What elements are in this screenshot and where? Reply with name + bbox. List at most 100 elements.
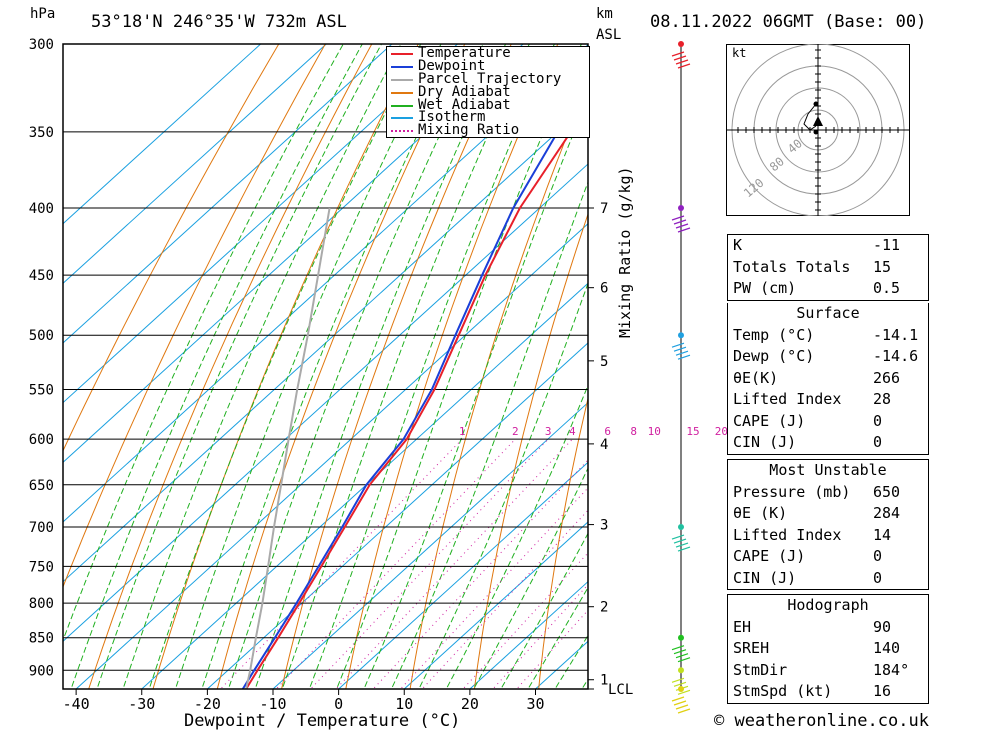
hodograph: kt 40 80 120	[726, 44, 910, 216]
row-label: Temp (°C)	[733, 325, 815, 344]
isotherm-line	[75, 222, 588, 689]
row-label: Lifted Index	[733, 390, 842, 408]
x-tick-label: 30	[526, 695, 544, 713]
isotherm-line	[63, 44, 524, 463]
legend-label: Dewpoint	[418, 57, 486, 74]
x-tick-label: 0	[334, 695, 343, 713]
table-row: CIN (J) 0	[728, 432, 928, 454]
wind-barb	[671, 51, 691, 69]
legend-label: Mixing Ratio	[418, 122, 520, 139]
mixing-ratio-label: 10	[648, 425, 661, 438]
row-label: EH	[733, 617, 752, 636]
table-row: θE (K) 284	[728, 503, 928, 525]
wet-adiabat-line	[148, 44, 422, 689]
row-label: K	[733, 236, 743, 254]
row-value: 284	[873, 504, 901, 522]
dry-adiabat-line	[345, 44, 559, 689]
x-tick-label: -20	[194, 695, 221, 713]
km-tick-label: 6	[600, 281, 608, 297]
table-row: StmSpd (kt) 16	[728, 681, 928, 703]
x-tick-label: -40	[63, 695, 90, 713]
table-row: Totals Totals 15	[728, 257, 928, 279]
mixing-ratio-label: 15	[686, 425, 699, 438]
wind-level-dot	[678, 634, 684, 641]
row-label: CIN (J)	[733, 568, 797, 587]
surface-title: Surface	[796, 304, 860, 322]
table-indices: K -11 Totals Totals 15 PW (cm) 0.5	[727, 234, 929, 301]
pressure-tick-label: 500	[29, 328, 54, 344]
legend-label: Isotherm	[418, 109, 486, 126]
dry-adiabat-line	[216, 44, 466, 689]
mixing-ratio-line	[421, 509, 588, 689]
most-unstable-title: Most Unstable	[769, 461, 887, 479]
row-label: θE(K)	[733, 368, 779, 387]
legend-swatch	[391, 53, 413, 55]
row-value: -14.6	[873, 347, 919, 365]
table-hodograph: Hodograph EH 90 SREH 140 StmDir 184° StmSpd (k…	[727, 594, 929, 704]
isotherm-line	[63, 44, 393, 344]
wind-level-dot	[678, 332, 684, 339]
table-row: StmDir 184°	[728, 660, 928, 682]
wind-barb	[671, 342, 691, 360]
pressure-tick-label: 600	[29, 432, 54, 448]
mixing-ratio-line	[492, 583, 588, 689]
row-value: 90	[873, 617, 892, 636]
table-row: CIN (J) 0	[728, 568, 928, 590]
series-parcel-trajectory	[245, 207, 331, 689]
pressure-tick-label: 550	[29, 383, 54, 399]
wet-adiabat-line	[254, 44, 507, 689]
pressure-tick-label: 650	[29, 478, 54, 494]
mixing-ratio-label: 6	[604, 425, 611, 438]
row-value: 0	[873, 547, 883, 565]
x-tick-label: 10	[395, 695, 413, 713]
mixing-ratio-label: 20	[715, 425, 728, 438]
km-tick-label: LCL	[608, 682, 633, 698]
wet-adiabat-line	[63, 44, 344, 642]
row-label: SREH	[733, 639, 770, 657]
wet-adiabat-line	[96, 44, 382, 689]
km-tick-label: 4	[600, 437, 608, 453]
row-value: 14	[873, 525, 892, 544]
dry-adiabat-line	[975, 34, 1000, 695]
table-row: Lifted Index 28	[728, 389, 928, 411]
km-unit: km	[596, 6, 613, 22]
wind-barb	[671, 534, 691, 552]
wet-adiabat-line	[473, 467, 588, 689]
legend-swatch	[391, 117, 413, 120]
mixing-ratio-label: 4	[569, 425, 576, 438]
series-temperature	[245, 95, 588, 689]
mixing-ratio-line	[372, 459, 588, 689]
x-tick-label: -10	[259, 695, 286, 713]
wet-adiabat-line	[418, 282, 588, 689]
wet-adiabat-line	[227, 44, 484, 689]
isotherm-line	[338, 461, 588, 689]
mixing-ratio-label: 1	[459, 425, 466, 438]
storm-motion-marker	[813, 116, 823, 126]
row-value: 0	[873, 433, 883, 451]
pressure-tick-label: 450	[29, 268, 54, 284]
isotherm-line	[63, 44, 458, 404]
row-value: 0	[873, 568, 883, 587]
isotherm-line	[63, 44, 261, 225]
datetime-title: 08.11.2022 06GMT (Base: 00)	[650, 12, 927, 32]
table-row: EH 90	[728, 617, 928, 639]
pressure-tick-label: 850	[29, 631, 54, 647]
wet-adiabat-line	[363, 96, 588, 689]
wet-adiabat-line	[122, 44, 402, 689]
row-label: Pressure (mb)	[733, 482, 851, 501]
legend-label: Parcel Trajectory	[418, 70, 562, 87]
row-value: 15	[873, 257, 892, 276]
row-value: -14.1	[873, 325, 919, 344]
legend-label: Temperature	[418, 45, 511, 61]
mixing-ratio-line	[335, 438, 573, 689]
row-label: Lifted Index	[733, 525, 842, 544]
wind-barb	[671, 696, 691, 714]
pressure-tick-label: 350	[29, 125, 54, 141]
table-most-unstable: Most Unstable Pressure (mb) 650 θE (K) 284 L…	[727, 459, 929, 590]
row-value: 140	[873, 639, 901, 657]
credit-link[interactable]: © weatheronline.co.uk	[714, 711, 929, 731]
legend-swatch	[391, 130, 413, 133]
series-dewpoint	[241, 77, 588, 689]
legend-item: Parcel Trajectory	[387, 70, 589, 87]
